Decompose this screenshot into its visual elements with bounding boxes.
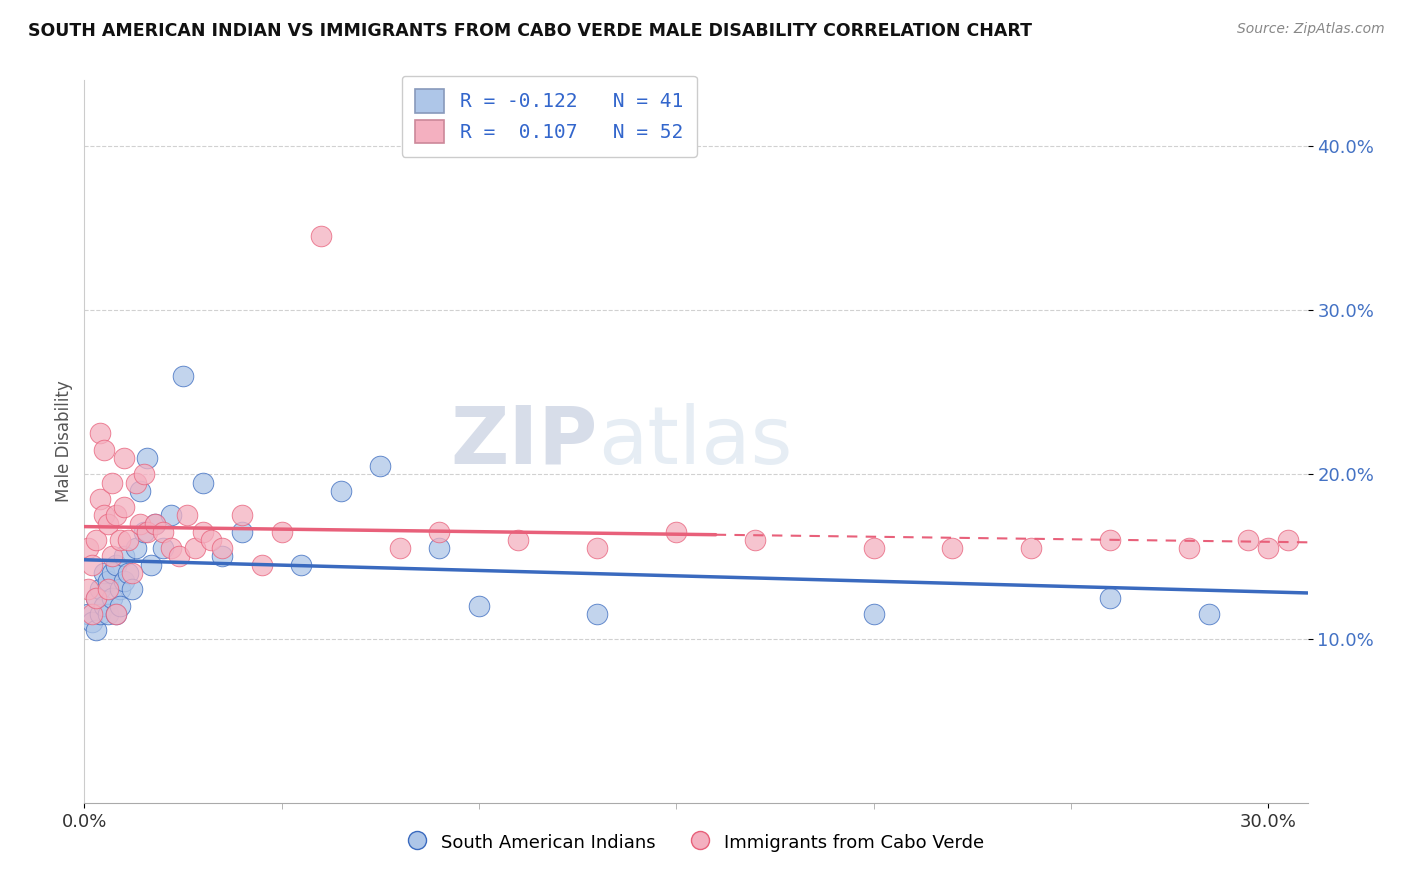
Point	[290, 558, 312, 572]
Point	[508, 533, 530, 547]
Point	[104, 607, 127, 621]
Point	[124, 475, 146, 490]
Text: Source: ZipAtlas.com: Source: ZipAtlas.com	[1237, 22, 1385, 37]
Point	[586, 607, 609, 621]
Point	[82, 558, 104, 572]
Point	[862, 541, 884, 556]
Point	[1257, 541, 1279, 556]
Point	[152, 524, 174, 539]
Point	[586, 541, 609, 556]
Point	[429, 541, 451, 556]
Point	[104, 558, 127, 572]
Point	[84, 533, 107, 547]
Point	[1277, 533, 1299, 547]
Point	[124, 541, 146, 556]
Point	[231, 508, 253, 523]
Point	[941, 541, 963, 556]
Point	[108, 599, 131, 613]
Point	[160, 541, 183, 556]
Point	[112, 574, 135, 588]
Point	[117, 566, 139, 580]
Point	[468, 599, 491, 613]
Point	[250, 558, 273, 572]
Text: ZIP: ZIP	[451, 402, 598, 481]
Point	[108, 533, 131, 547]
Point	[665, 524, 688, 539]
Point	[172, 368, 194, 383]
Point	[1099, 533, 1122, 547]
Point	[136, 450, 159, 465]
Point	[89, 491, 111, 506]
Point	[128, 516, 150, 531]
Point	[101, 591, 124, 605]
Point	[121, 566, 143, 580]
Point	[89, 607, 111, 621]
Point	[112, 549, 135, 564]
Point	[93, 508, 115, 523]
Point	[104, 508, 127, 523]
Point	[1198, 607, 1220, 621]
Point	[862, 607, 884, 621]
Point	[200, 533, 222, 547]
Point	[211, 541, 233, 556]
Point	[89, 582, 111, 597]
Y-axis label: Male Disability: Male Disability	[55, 381, 73, 502]
Point	[141, 558, 163, 572]
Point	[211, 549, 233, 564]
Point	[176, 508, 198, 523]
Point	[112, 500, 135, 515]
Point	[368, 459, 391, 474]
Point	[97, 607, 120, 621]
Point	[77, 541, 100, 556]
Point	[101, 475, 124, 490]
Point	[1021, 541, 1043, 556]
Point	[1237, 533, 1260, 547]
Point	[160, 508, 183, 523]
Point	[132, 524, 155, 539]
Point	[84, 624, 107, 638]
Point	[121, 582, 143, 597]
Point	[429, 524, 451, 539]
Point	[97, 516, 120, 531]
Point	[93, 442, 115, 457]
Text: atlas: atlas	[598, 402, 793, 481]
Point	[1099, 591, 1122, 605]
Point	[82, 607, 104, 621]
Point	[136, 524, 159, 539]
Point	[117, 533, 139, 547]
Point	[231, 524, 253, 539]
Point	[184, 541, 207, 556]
Point	[1178, 541, 1201, 556]
Point	[152, 541, 174, 556]
Point	[329, 483, 352, 498]
Point	[93, 599, 115, 613]
Point	[108, 582, 131, 597]
Legend: South American Indians, Immigrants from Cabo Verde: South American Indians, Immigrants from …	[401, 826, 991, 859]
Text: SOUTH AMERICAN INDIAN VS IMMIGRANTS FROM CABO VERDE MALE DISABILITY CORRELATION : SOUTH AMERICAN INDIAN VS IMMIGRANTS FROM…	[28, 22, 1032, 40]
Point	[145, 516, 167, 531]
Point	[112, 450, 135, 465]
Point	[191, 524, 214, 539]
Point	[104, 607, 127, 621]
Point	[93, 566, 115, 580]
Point	[77, 582, 100, 597]
Point	[270, 524, 292, 539]
Point	[191, 475, 214, 490]
Point	[101, 549, 124, 564]
Point	[84, 591, 107, 605]
Point	[97, 582, 120, 597]
Point	[309, 229, 332, 244]
Point	[389, 541, 412, 556]
Point	[145, 516, 167, 531]
Point	[132, 467, 155, 482]
Point	[97, 574, 120, 588]
Point	[128, 483, 150, 498]
Point	[84, 591, 107, 605]
Point	[101, 566, 124, 580]
Point	[744, 533, 766, 547]
Point	[82, 615, 104, 630]
Point	[167, 549, 190, 564]
Point	[89, 426, 111, 441]
Point	[77, 607, 100, 621]
